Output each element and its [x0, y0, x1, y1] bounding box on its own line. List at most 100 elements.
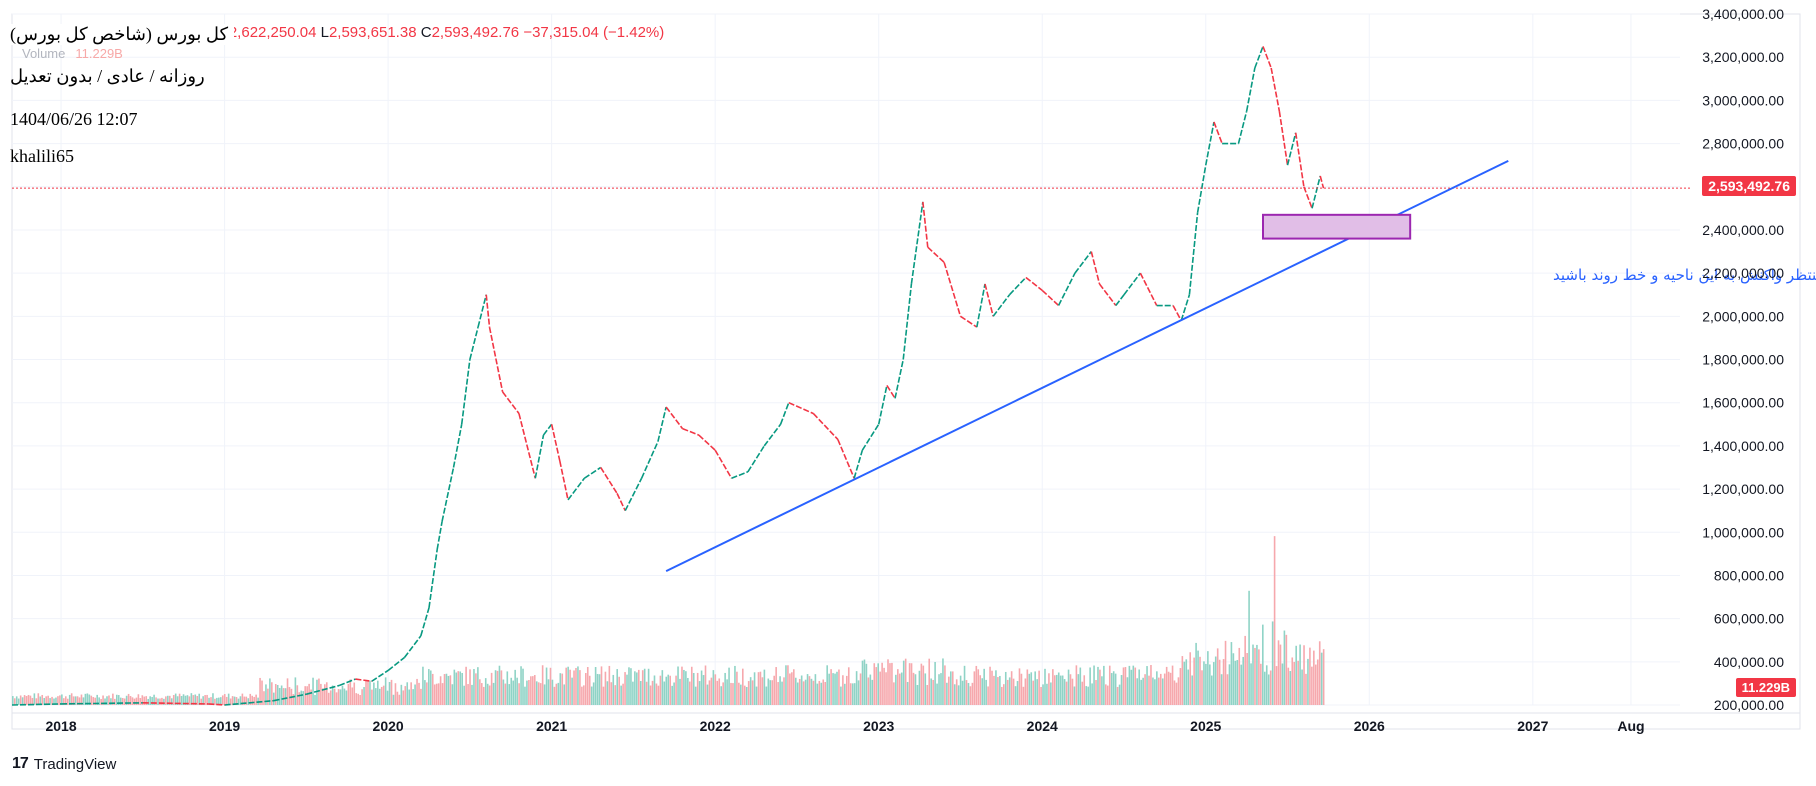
volume-bar [314, 694, 316, 705]
volume-bar [588, 675, 591, 705]
volume-bar [394, 683, 397, 705]
volume-bar [1291, 657, 1294, 705]
volume-bar [1030, 672, 1033, 705]
volume-bar [1228, 664, 1231, 705]
support-zone[interactable] [1262, 213, 1412, 240]
price-axis[interactable]: 3,400,000.00 3,200,000.00 3,000,000.00 2,80… [1702, 6, 1784, 713]
volume-bar [722, 682, 724, 705]
volume-bar [1091, 683, 1093, 705]
y-tick-label: 3,200,000.00 [1702, 49, 1784, 65]
volume-bar [796, 682, 799, 705]
price-segment [1008, 276, 1027, 296]
volume-bar [198, 693, 201, 705]
tradingview-logo[interactable]: 17 TradingView [12, 755, 116, 773]
volume-bar [993, 675, 995, 705]
volume-bar [245, 696, 248, 705]
price-segment [992, 294, 1011, 317]
volume-bar [269, 678, 271, 705]
volume-bar [863, 659, 866, 705]
price-segment [731, 471, 749, 480]
price-segment [583, 466, 602, 479]
volume-bar [455, 672, 458, 705]
volume-bar [339, 689, 342, 705]
volume-bar [479, 679, 481, 705]
volume-bar [743, 685, 746, 705]
volume-bar [292, 694, 295, 705]
volume-bar [461, 672, 463, 705]
volume-bar [1254, 647, 1256, 705]
volume-bar [608, 665, 611, 705]
price-segment [922, 201, 929, 248]
volume-bar [535, 681, 538, 705]
volume-bar [102, 695, 104, 705]
volume-bar [1144, 674, 1146, 705]
volume-bar [420, 688, 422, 705]
price-segment [657, 406, 667, 442]
volume-bar [936, 683, 938, 705]
volume-bar [259, 677, 261, 705]
volume-bar [94, 697, 97, 705]
price-segment [355, 678, 372, 683]
volume-bar [1258, 649, 1260, 705]
volume-bar [1271, 621, 1274, 705]
volume-bar [357, 693, 359, 705]
volume-bar [1305, 673, 1307, 705]
price-segment [1115, 294, 1125, 306]
volume-bar [378, 688, 381, 705]
volume-bar [908, 663, 911, 705]
volume-bar [816, 683, 819, 705]
volume-bar [822, 679, 825, 705]
volume-bar [577, 666, 579, 705]
time-axis[interactable]: 2018 2019 2020 2021 2022 2023 2024 2025 2026 2027… [45, 718, 1644, 734]
volume-bar [669, 675, 671, 705]
volume-bar [849, 683, 852, 705]
volume-bar [43, 697, 45, 705]
volume-bar [17, 698, 20, 705]
volume-bar [881, 662, 883, 705]
volume-bar [286, 678, 289, 705]
volume-bar [826, 665, 828, 705]
volume-bar [167, 695, 169, 705]
volume-bar [557, 682, 560, 705]
volume-bar [178, 693, 181, 705]
volume-bar [606, 681, 609, 705]
volume-bar [602, 686, 605, 705]
drawings-layer[interactable]: منتظر واکنش به این ناحیه و خط روند باشید [665, 159, 1816, 573]
volume-bar [575, 667, 577, 705]
volume-bar [636, 672, 638, 705]
volume-bar [1191, 675, 1193, 705]
volume-bar [1136, 678, 1139, 705]
volume-bar [579, 670, 581, 705]
volume-bar [15, 696, 18, 705]
volume-bar [300, 690, 303, 705]
volume-bar [229, 698, 232, 705]
volume-bar [1297, 660, 1299, 705]
volume-bar [586, 667, 589, 705]
volume-bar [959, 675, 962, 705]
volume-bar [942, 658, 944, 705]
volume-bar [787, 665, 789, 705]
volume-bar [1299, 644, 1301, 705]
volume-bar [1210, 675, 1213, 705]
low-value: 2,593,651.38 [328, 24, 417, 41]
volume-bar [306, 686, 308, 705]
volume-bar [922, 665, 925, 705]
volume-bar [533, 675, 536, 705]
volume-bar [853, 683, 856, 705]
volume-bar [720, 686, 723, 705]
volume-bar [553, 686, 556, 705]
volume-bar [188, 696, 191, 705]
volume-bar [732, 683, 734, 705]
annotation-text[interactable]: منتظر واکنش به این ناحیه و خط روند باشید [1553, 266, 1816, 284]
volume-bar [1055, 674, 1058, 705]
volume-bar [451, 684, 454, 705]
volume-bar [98, 697, 100, 705]
volume-bar [610, 682, 613, 705]
volume-bar [21, 697, 24, 705]
volume-bar [840, 686, 842, 705]
volume-bar [1048, 673, 1050, 705]
volume-bar [235, 697, 238, 705]
volume-bar [820, 682, 823, 705]
volume-bar [225, 696, 228, 705]
